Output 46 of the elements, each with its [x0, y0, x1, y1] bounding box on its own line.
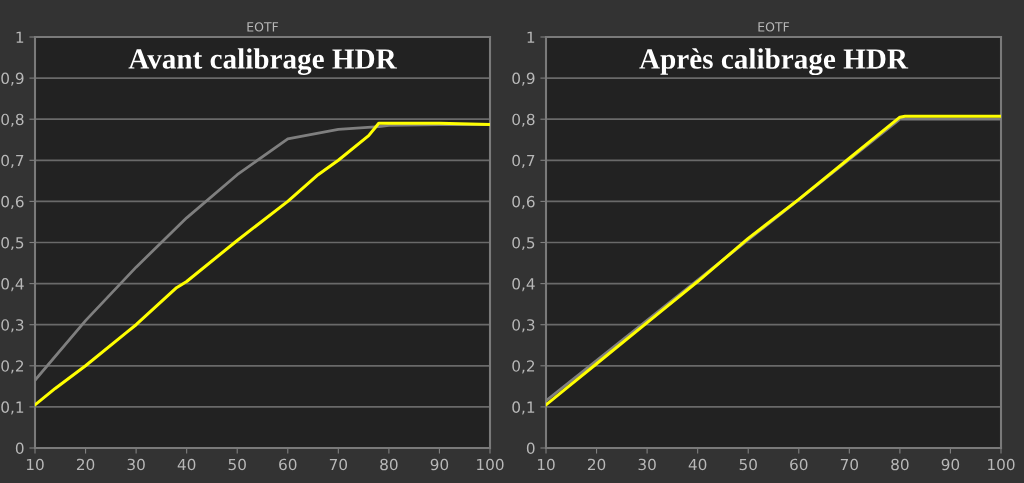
chart-title: EOTF	[247, 22, 279, 32]
chart-title: EOTF	[758, 22, 790, 32]
x-tick-label: 30	[638, 458, 656, 471]
x-tick-label: 100	[477, 458, 504, 471]
x-tick-label: 50	[739, 458, 757, 471]
y-tick-label: 0	[15, 442, 24, 455]
y-tick-label: 0,6	[1, 195, 24, 209]
x-tick-label: 90	[941, 458, 960, 471]
y-tick-label: 0,1	[1, 401, 24, 415]
x-tick-label: 70	[329, 458, 348, 471]
x-tick-label: 50	[228, 458, 246, 471]
y-tick-label: 0,5	[512, 236, 535, 251]
y-tick-label: 0,9	[512, 72, 535, 86]
x-tick-label: 60	[790, 458, 808, 471]
x-tick-label: 90	[430, 458, 449, 471]
annotation: Avant calibrage HDR	[128, 48, 397, 75]
y-tick-label: 0,8	[1, 113, 24, 127]
y-tick-label: 0,5	[1, 236, 24, 251]
x-tick-label: 70	[840, 458, 859, 471]
y-tick-label: 0,9	[1, 72, 24, 86]
x-tick-label: 80	[891, 458, 909, 471]
y-tick-label: 0,2	[1, 360, 24, 374]
x-tick-label: 20	[76, 458, 95, 471]
y-tick-label: 0,3	[512, 319, 535, 333]
y-tick-label: 0,3	[1, 319, 24, 333]
y-tick-label: 1	[527, 31, 535, 43]
y-tick-label: 0,2	[512, 360, 535, 374]
y-tick-label: 0,7	[1, 154, 24, 168]
y-tick-label: 0,7	[512, 154, 535, 168]
x-tick-label: 100	[988, 458, 1015, 471]
y-tick-label: 0,8	[512, 113, 535, 127]
x-tick-label: 40	[177, 458, 196, 471]
y-tick-label: 0,4	[512, 278, 535, 292]
y-tick-label: 0,1	[512, 401, 535, 415]
x-tick-label: 10	[537, 458, 555, 471]
y-tick-label: 0,6	[512, 195, 535, 209]
annotation: Après calibrage HDR	[639, 48, 909, 76]
y-tick-label: 0	[526, 442, 535, 455]
x-tick-label: 10	[26, 458, 44, 471]
x-tick-label: 30	[127, 458, 145, 471]
y-tick-label: 0,4	[1, 278, 24, 292]
y-tick-label: 1	[16, 31, 24, 43]
x-tick-label: 80	[380, 458, 398, 471]
x-tick-label: 20	[587, 458, 606, 471]
x-tick-label: 60	[279, 458, 297, 471]
x-tick-label: 40	[688, 458, 707, 471]
